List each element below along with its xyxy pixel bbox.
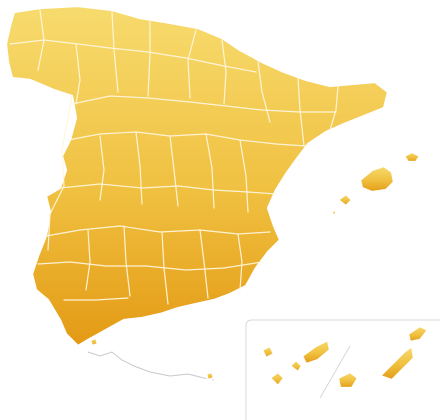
balearic-islands[interactable] xyxy=(327,150,422,219)
africa-coastline xyxy=(87,351,215,381)
province-borders xyxy=(9,9,339,305)
melilla[interactable] xyxy=(204,370,216,382)
canary-islands[interactable] xyxy=(260,324,430,390)
ceuta[interactable] xyxy=(88,336,100,348)
canary-islands-inset xyxy=(245,319,440,420)
portugal-border xyxy=(47,95,73,251)
